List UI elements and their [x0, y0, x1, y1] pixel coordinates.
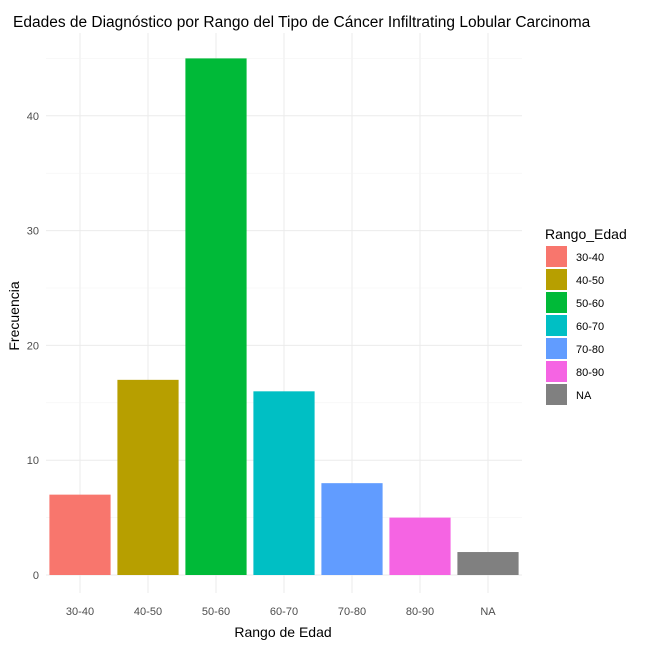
x-tick-label: 30-40: [66, 606, 94, 618]
legend-swatch-40-50: [546, 269, 567, 290]
chart-title: Edades de Diagnóstico por Rango del Tipo…: [13, 14, 591, 31]
legend-swatch-60-70: [546, 315, 567, 336]
bar-80-90: [389, 517, 451, 575]
legend-swatch-NA: [546, 384, 567, 405]
legend-swatch-30-40: [546, 246, 567, 267]
bar-60-70: [253, 391, 315, 575]
x-tick-label: NA: [480, 606, 496, 618]
y-tick-label: 0: [33, 570, 39, 582]
legend-title: Rango_Edad: [545, 226, 627, 242]
legend-swatch-70-80: [546, 338, 567, 359]
bar-40-50: [117, 379, 179, 575]
bar-30-40: [49, 494, 111, 575]
x-tick-label: 60-70: [270, 606, 298, 618]
x-axis-ticks: 30-40 40-50 50-60 60-70 70-80 80-90 NA: [66, 606, 496, 618]
bars: [49, 58, 519, 575]
legend-label: NA: [576, 390, 592, 402]
legend-label: 40-50: [576, 275, 604, 287]
bar-50-60: [185, 58, 247, 575]
x-tick-label: 50-60: [202, 606, 230, 618]
legend-swatch-80-90: [546, 361, 567, 382]
y-axis-title: Frecuencia: [6, 281, 22, 350]
legend-swatch-50-60: [546, 292, 567, 313]
bar-NA: [457, 552, 519, 575]
y-tick-label: 10: [27, 455, 39, 467]
bar-70-80: [321, 483, 383, 575]
legend-label: 50-60: [576, 298, 604, 310]
x-tick-label: 80-90: [406, 606, 434, 618]
y-tick-label: 30: [27, 226, 39, 238]
x-tick-label: 40-50: [134, 606, 162, 618]
x-tick-label: 70-80: [338, 606, 366, 618]
legend-label: 70-80: [576, 344, 604, 356]
y-tick-label: 40: [27, 111, 39, 123]
legend-label: 60-70: [576, 321, 604, 333]
legend-label: 30-40: [576, 252, 604, 264]
legend-label: 80-90: [576, 367, 604, 379]
x-axis-title: Rango de Edad: [234, 624, 331, 640]
y-axis-ticks: 0 10 20 30 40: [27, 111, 39, 582]
y-tick-label: 20: [27, 340, 39, 352]
legend: Rango_Edad 30-40 40-50 50-60 60-70 70-80 80-9…: [545, 226, 627, 405]
